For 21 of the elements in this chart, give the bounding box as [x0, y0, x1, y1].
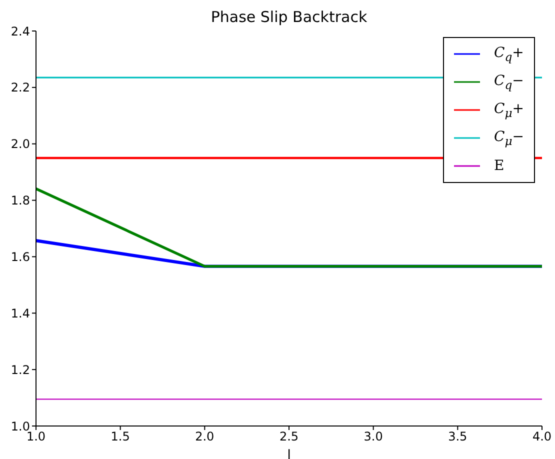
x-tick-label: 3.0: [364, 430, 383, 444]
x-tick-label: 1.5: [110, 430, 130, 444]
x-tick-label: 4.0: [532, 430, 552, 444]
legend-label: C$_{q}$−: [494, 72, 524, 92]
legend-label: C$_{μ}$−: [494, 128, 524, 148]
legend-label: C$_{q}$+: [494, 44, 524, 64]
legend-label: C$_{μ}$+: [494, 100, 524, 120]
y-tick-label: 2.2: [10, 80, 30, 95]
y-tick-label: 1.6: [10, 250, 30, 264]
y-tick-label: 1.4: [10, 306, 30, 320]
y-tick-label: 1.2: [10, 362, 30, 377]
y-tick-label: 2.0: [10, 137, 30, 152]
x-tick-label: 3.5: [448, 430, 468, 444]
y-tick-label: 2.4: [10, 24, 30, 38]
x-tick-label: 1.0: [26, 430, 46, 444]
legend-label: E: [494, 158, 504, 174]
chart-title: Phase Slip Backtrack: [210, 8, 368, 26]
x-tick-label: 2.0: [195, 430, 214, 444]
y-tick-label: 1.8: [10, 194, 30, 208]
x-tick-label: 2.5: [279, 430, 299, 444]
x-axis-title: l: [287, 448, 291, 459]
